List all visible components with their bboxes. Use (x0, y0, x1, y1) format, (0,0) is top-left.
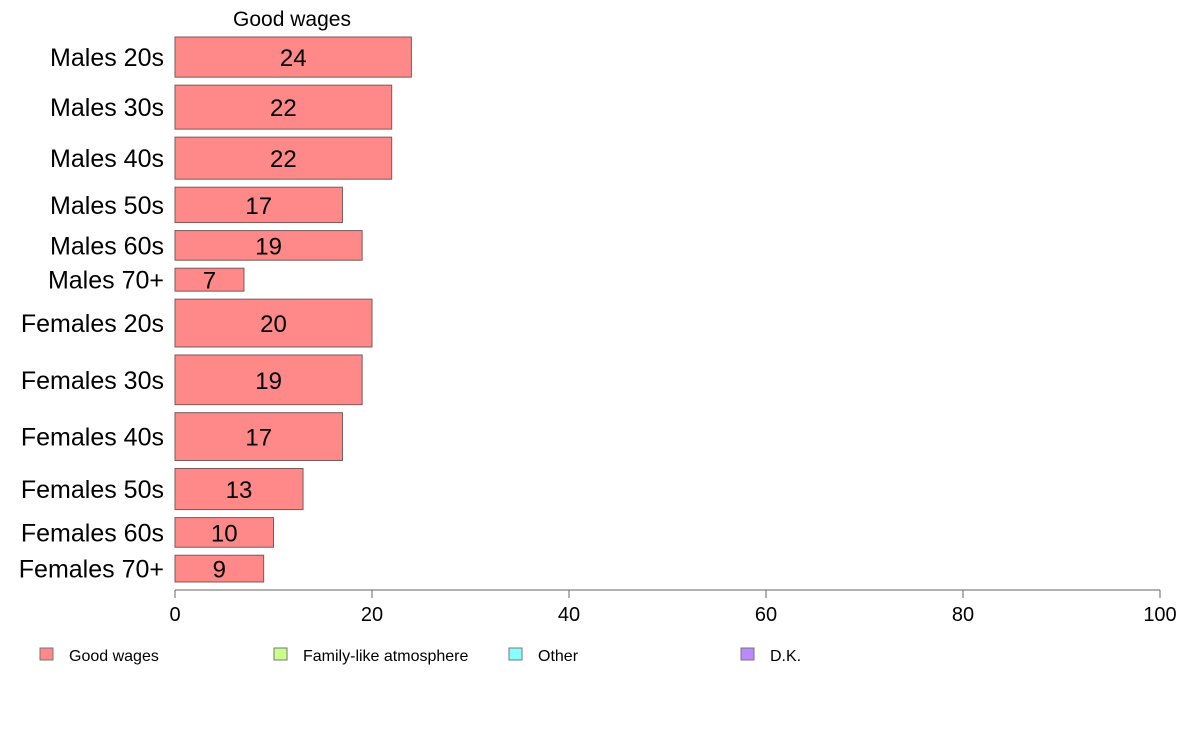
category-label: Females 40s (21, 424, 164, 452)
category-label: Females 70+ (19, 556, 164, 584)
x-tick-label: 60 (755, 604, 777, 626)
category-label: Males 70+ (48, 267, 164, 295)
bar-value-label: 9 (213, 557, 226, 584)
category-label: Males 40s (50, 145, 164, 173)
bar-value-label: 17 (245, 193, 272, 220)
legend-swatch (273, 647, 288, 661)
category-label: Females 30s (21, 367, 164, 395)
legend-swatch (740, 647, 755, 661)
x-tick-label: 20 (361, 604, 383, 626)
bar (174, 554, 265, 583)
category-label: Females 50s (21, 476, 164, 504)
legend-swatch (39, 647, 54, 661)
bar-value-label: 19 (255, 368, 282, 395)
bar (174, 298, 373, 348)
legend-label: Family-like atmosphere (303, 648, 468, 665)
legend-label: Good wages (69, 648, 159, 665)
bar (174, 230, 363, 261)
bar (174, 412, 343, 461)
bar (174, 84, 393, 130)
legend-label: Other (538, 648, 579, 665)
x-tick-label: 0 (169, 604, 180, 626)
category-label: Females 60s (21, 519, 164, 547)
category-label: Females 20s (21, 310, 164, 338)
x-axis: 0 20 40 60 80 100 (169, 589, 1177, 626)
category-label: Males 50s (50, 192, 164, 220)
legend-swatch (508, 647, 523, 661)
category-label: Males 60s (50, 232, 164, 260)
bar (174, 186, 343, 224)
x-tick-label: 80 (952, 604, 974, 626)
bar (174, 267, 245, 292)
chart-title: Good wages (233, 8, 351, 31)
legend-label: D.K. (770, 648, 801, 665)
bar (174, 354, 363, 406)
x-tick-label: 100 (1143, 604, 1176, 626)
bar-value-label: 13 (226, 477, 253, 504)
bar-value-label: 10 (211, 520, 238, 547)
legend: Good wages Family-like atmosphere Other D.K… (39, 647, 801, 665)
x-tick-label: 40 (558, 604, 580, 626)
bar-value-label: 22 (270, 95, 297, 122)
bar-value-label: 17 (245, 425, 272, 452)
category-label: Males 30s (50, 94, 164, 122)
bar-value-label: 20 (260, 311, 287, 338)
category-label: Males 20s (50, 44, 164, 72)
bar (174, 136, 393, 180)
bar (174, 467, 304, 511)
bar-value-label: 24 (280, 45, 307, 72)
bar-value-label: 22 (270, 146, 297, 173)
bars-group: 24 Males 20s 22 Males 30s 22 Males 40s 17 Males… (19, 36, 412, 584)
bar (174, 36, 412, 78)
bar (174, 517, 274, 548)
bar-value-label: 19 (255, 233, 282, 260)
bar-value-label: 7 (203, 268, 216, 295)
